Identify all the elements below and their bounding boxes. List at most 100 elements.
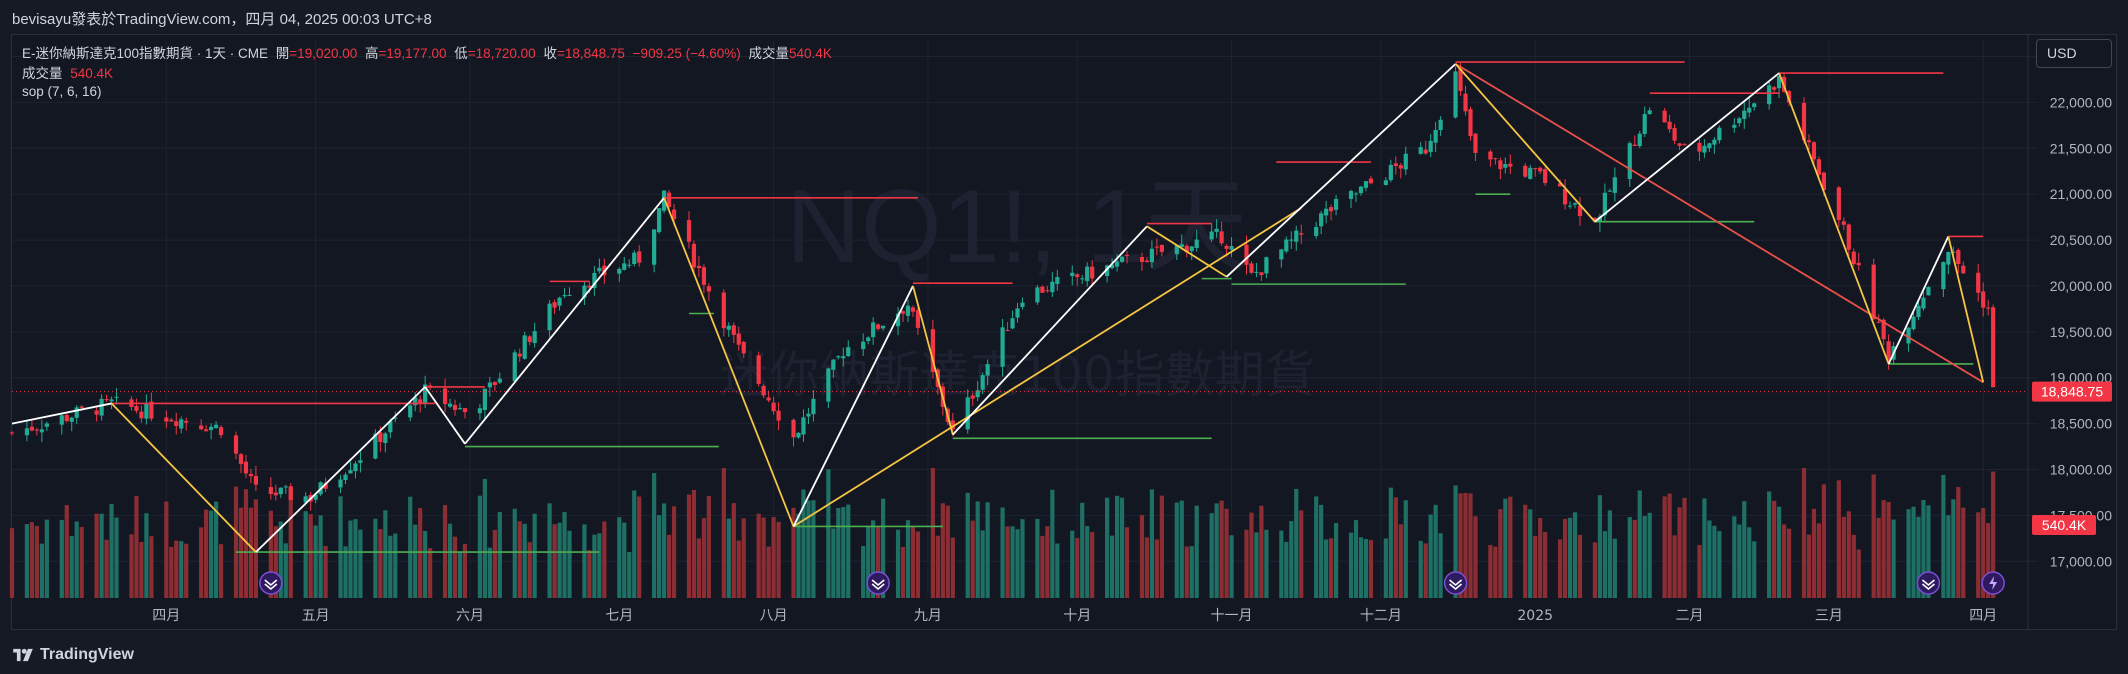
candle-body bbox=[597, 267, 602, 272]
candle-body bbox=[1777, 76, 1782, 89]
volume-bar bbox=[1453, 485, 1458, 598]
volume-bar bbox=[1353, 520, 1359, 598]
candle-body bbox=[905, 305, 911, 316]
volume-bar bbox=[1557, 539, 1563, 598]
candle-body bbox=[661, 190, 667, 211]
volume-bar bbox=[1528, 509, 1533, 598]
candle-body bbox=[587, 285, 592, 288]
symbol-legend[interactable]: E-迷你納斯達克100指數期貨 · 1天 · CME 開=19,020.00 高… bbox=[22, 42, 836, 62]
candle-body bbox=[1214, 228, 1219, 232]
volume-bar bbox=[831, 528, 836, 598]
price-axis: 17,000.0017,500.0018,000.0018,500.0019,0… bbox=[2027, 34, 2112, 630]
volume-bar bbox=[791, 507, 796, 598]
candle-body bbox=[74, 407, 79, 418]
candle-body bbox=[1020, 302, 1025, 307]
volume-bar bbox=[1010, 526, 1015, 598]
volume-bar bbox=[766, 546, 771, 598]
candle-body bbox=[1259, 272, 1264, 276]
volume-legend[interactable]: 成交量 540.4K bbox=[22, 62, 117, 82]
candle-body bbox=[721, 292, 726, 329]
candle-body bbox=[1279, 249, 1284, 260]
zigzag-segment bbox=[1887, 236, 1950, 365]
candle-body bbox=[1498, 160, 1503, 170]
candle-body bbox=[1383, 180, 1388, 185]
volume-bar bbox=[1358, 537, 1364, 598]
currency-button[interactable]: USD bbox=[2036, 39, 2112, 68]
volume-bar bbox=[1493, 546, 1498, 598]
candle-body bbox=[209, 426, 214, 430]
candle-body bbox=[1219, 231, 1224, 244]
volume-bar bbox=[353, 519, 358, 598]
candle-body bbox=[1921, 297, 1926, 309]
volume-bar bbox=[323, 546, 328, 598]
volume-bar bbox=[1224, 508, 1229, 598]
volume-bar bbox=[348, 520, 353, 598]
candle-body bbox=[756, 355, 761, 384]
candle-body bbox=[497, 378, 502, 383]
volume-bar bbox=[1627, 517, 1632, 598]
candle-body bbox=[1080, 278, 1085, 280]
zigzag-segment bbox=[1454, 63, 1596, 223]
candle-body bbox=[393, 417, 398, 419]
volume-bar bbox=[169, 546, 174, 598]
volume-bar bbox=[1070, 530, 1075, 598]
volume-bar bbox=[1951, 499, 1956, 598]
volume-bar bbox=[1508, 496, 1513, 598]
volume-bar bbox=[1976, 512, 1981, 598]
volume-bar bbox=[866, 526, 871, 598]
volume-bar bbox=[44, 519, 49, 598]
volume-bar bbox=[1209, 513, 1214, 598]
candle-body bbox=[562, 295, 567, 297]
volume-bar bbox=[179, 541, 184, 598]
candle-body bbox=[657, 208, 662, 233]
volume-bar bbox=[1259, 505, 1264, 598]
volume-bar bbox=[1433, 504, 1438, 598]
candle-body bbox=[1956, 250, 1961, 265]
zigzag-segment bbox=[792, 285, 914, 527]
candle-body bbox=[1363, 181, 1369, 188]
volume-row-value: 540.4K bbox=[70, 66, 114, 81]
volume-bar bbox=[209, 510, 214, 598]
candle-body bbox=[512, 352, 517, 382]
volume-bar bbox=[1299, 510, 1304, 598]
candle-body bbox=[204, 429, 209, 432]
candle-body bbox=[985, 364, 990, 376]
volume-bar bbox=[213, 501, 219, 598]
candle-body bbox=[547, 303, 552, 331]
candle-body bbox=[1732, 124, 1737, 128]
price-tick-label: 20,500.00 bbox=[2050, 232, 2112, 248]
candle-body bbox=[617, 268, 622, 274]
publication-header: bevisayu發表於TradingView.com，四月 04, 2025 0… bbox=[0, 0, 2128, 34]
volume-bar bbox=[915, 531, 921, 598]
candle-body bbox=[1786, 91, 1792, 103]
candle-body bbox=[1612, 177, 1617, 193]
volume-bar bbox=[741, 518, 746, 598]
trend-line bbox=[1455, 63, 1984, 384]
candle-body bbox=[1289, 239, 1294, 241]
footer: TradingView bbox=[0, 640, 2128, 674]
candle-body bbox=[1906, 327, 1911, 344]
candle-body bbox=[970, 395, 975, 399]
candle-body bbox=[1045, 290, 1050, 292]
volume-bar bbox=[1105, 497, 1110, 598]
volume-bar bbox=[34, 525, 39, 598]
zigzag-segment bbox=[663, 197, 795, 527]
candle-body bbox=[358, 460, 363, 463]
volume-bar bbox=[721, 468, 726, 598]
high-label: 高 bbox=[365, 46, 379, 61]
candle-body bbox=[1911, 316, 1916, 330]
tradingview-logo-icon[interactable] bbox=[12, 645, 34, 665]
volume-bar bbox=[1498, 509, 1503, 598]
volume-bar bbox=[388, 535, 393, 598]
time-tick-label: 八月 bbox=[760, 608, 788, 624]
volume-bar bbox=[1786, 528, 1792, 598]
candle-body bbox=[253, 475, 259, 485]
volume-bar bbox=[268, 510, 273, 598]
candle-body bbox=[1488, 151, 1493, 160]
trend-lines bbox=[793, 63, 1984, 528]
volume-bar bbox=[1348, 532, 1354, 598]
volume-bar bbox=[532, 513, 537, 598]
indicator-legend[interactable]: sop (7, 6, 16) bbox=[22, 84, 106, 99]
candle-body bbox=[1871, 264, 1876, 320]
